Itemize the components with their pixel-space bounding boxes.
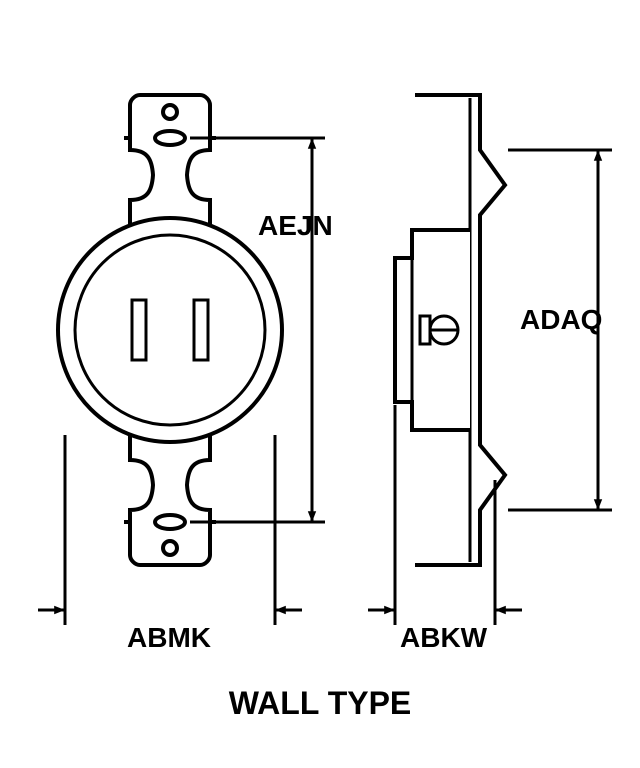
technical-drawing [0,0,640,768]
diagram-canvas: AEJN ADAQ ABMK ABKW WALL TYPE [0,0,640,768]
label-abmk: ABMK [127,622,211,654]
label-adaq: ADAQ [520,304,602,336]
label-abkw: ABKW [400,622,487,654]
diagram-title: WALL TYPE [0,685,640,722]
label-aejn: AEJN [258,210,333,242]
side-view [395,95,505,565]
front-view [58,95,282,565]
